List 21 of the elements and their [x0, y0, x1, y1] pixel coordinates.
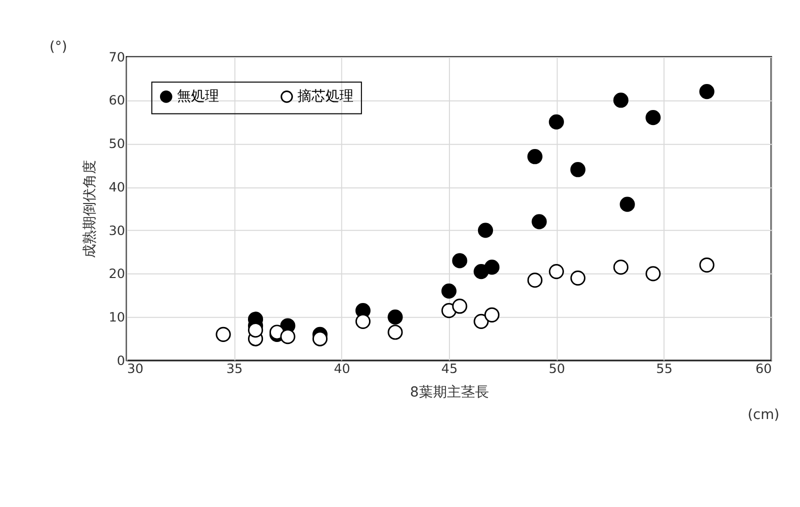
x-tick-label: 55 [656, 362, 673, 377]
y-tick-label: 40 [108, 180, 126, 196]
text: (cm) [748, 406, 780, 423]
y-tick-label: 0 [116, 354, 126, 369]
y-tick-label: 30 [108, 224, 126, 239]
y-tick-label: 50 [108, 137, 126, 152]
legend-label: 摘芯処理 [298, 88, 354, 105]
y-tick-label: 70 [108, 50, 126, 66]
y-tick-label: 60 [108, 94, 126, 109]
text: (°) [49, 38, 68, 55]
x-tick-label: 35 [226, 362, 243, 377]
x-tick-label: 60 [755, 362, 772, 377]
x-tick-label: 50 [548, 362, 566, 377]
x-tick-label: 30 [127, 362, 144, 377]
y-tick-label: 20 [108, 267, 126, 282]
y-tick-label: 10 [108, 310, 126, 326]
x-tick-label: 40 [334, 362, 350, 377]
x-tick-label: 45 [441, 362, 458, 377]
y-axis-title: 成熟期倒伏角度 [82, 160, 98, 258]
legend-label: 無処理 [177, 88, 220, 105]
x-axis-title: 8葉期主茎長 [410, 384, 489, 401]
